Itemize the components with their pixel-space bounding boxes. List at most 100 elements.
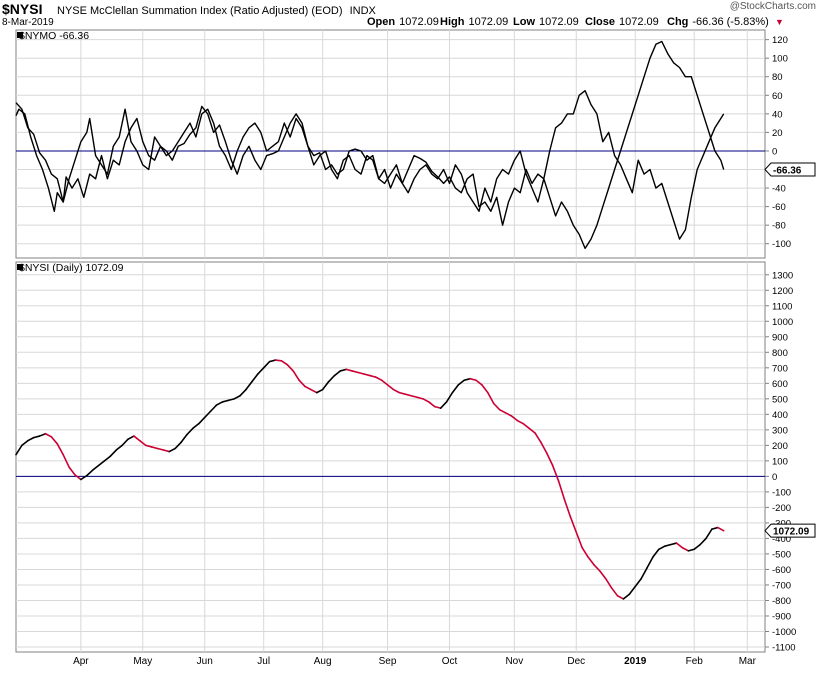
nysi-line-segment bbox=[144, 444, 153, 448]
nysi-line-segment bbox=[333, 370, 342, 377]
nysi-plot-frame bbox=[15, 261, 766, 653]
nysi-line-segment bbox=[599, 570, 607, 580]
nysi-line-segment bbox=[634, 577, 642, 588]
nysi-line-segment bbox=[32, 435, 41, 439]
nysi-line-segment bbox=[74, 474, 82, 481]
nymo-y-tick-label: -40 bbox=[772, 184, 786, 195]
x-tick-label-apr: Apr bbox=[73, 656, 89, 667]
nysi-line-segment bbox=[274, 359, 283, 362]
nysi-line-segment bbox=[103, 455, 112, 462]
nysi-line-segment bbox=[422, 398, 430, 403]
nysi-label-swatch bbox=[17, 264, 23, 270]
nysi-line-segment bbox=[604, 577, 613, 589]
nysi-y-tick-label: 1100 bbox=[772, 301, 792, 312]
nysi-line-segment bbox=[616, 595, 625, 600]
nysi-y-tick-label: 500 bbox=[772, 394, 788, 405]
ohlc-label: Low bbox=[513, 16, 535, 28]
nysi-line-segment bbox=[91, 464, 100, 471]
nysi-line-segment bbox=[551, 464, 560, 482]
chart-header: $NYSI NYSE McClellan Summation Index (Ra… bbox=[2, 1, 816, 28]
x-axis: Apr May Jun Jul Aug Sep Oct Nov Dec 2019 Feb Mar bbox=[73, 656, 756, 667]
ohlc-item-chg: Chg -66.36 (-5.83%) bbox=[667, 16, 769, 28]
nysi-line-segment bbox=[156, 447, 165, 451]
nymo-y-tick-label: 100 bbox=[772, 54, 788, 65]
x-tick-label-jul: Jul bbox=[257, 656, 270, 667]
nysi-line-segment bbox=[280, 360, 289, 366]
nymo-y-tick-label: 80 bbox=[772, 72, 783, 83]
nysi-line-segment bbox=[233, 394, 241, 400]
watermark-text: @StockCharts.com bbox=[730, 1, 816, 12]
nysi-y-tick-label: -1100 bbox=[772, 643, 796, 654]
nysi-y-tick-label: -700 bbox=[772, 580, 791, 591]
ohlc-value: 1072.09 bbox=[468, 16, 508, 28]
nysi-line-segment bbox=[516, 419, 524, 425]
nysi-line-segment bbox=[492, 402, 501, 411]
nysi-line-segment bbox=[569, 515, 578, 534]
nysi-line-segment bbox=[262, 360, 271, 369]
nysi-line-segment bbox=[186, 427, 194, 436]
nysi-line-segment bbox=[646, 556, 654, 569]
nymo-y-tick-label: 120 bbox=[772, 35, 788, 46]
nysi-line-segment bbox=[245, 380, 253, 391]
nysi-line-segment bbox=[85, 469, 94, 477]
nysi-line-segment bbox=[133, 435, 141, 442]
nysi-line-segment bbox=[209, 404, 218, 413]
nymo-y-tick-label: -60 bbox=[772, 202, 786, 213]
nysi-line-segment bbox=[410, 394, 418, 399]
nysi-line-segment bbox=[174, 441, 182, 450]
ohlc-value: 1072.09 bbox=[539, 16, 579, 28]
nysi-line-segment bbox=[540, 441, 548, 454]
nysi-line-segment bbox=[528, 427, 536, 434]
nysi-y-tick-label: 800 bbox=[772, 348, 788, 359]
nysi-line-segment bbox=[109, 449, 118, 458]
nysi-y-tick-label: -500 bbox=[772, 549, 791, 560]
ohlc-value: 1072.09 bbox=[619, 16, 659, 28]
x-tick-label-dec: Dec bbox=[567, 656, 585, 667]
nysi-line-segment bbox=[292, 370, 300, 382]
nysi-line-segment bbox=[587, 556, 595, 566]
nysi-last-value-label: 1072.09 bbox=[773, 526, 810, 537]
nysi-panel: 1300120011001000900800700600500400300200… bbox=[15, 261, 816, 654]
nysi-line-segment bbox=[369, 374, 377, 378]
description-text: NYSE McClellan Summation Index (Ratio Ad… bbox=[57, 5, 377, 17]
nysi-line-segment bbox=[38, 432, 47, 437]
nysi-line-segment bbox=[593, 563, 601, 572]
ohlc-item-close: Close 1072.09 bbox=[585, 16, 659, 28]
nysi-line-segment bbox=[298, 379, 306, 388]
nymo-y-tick-label: 60 bbox=[772, 91, 783, 102]
nysi-y-tick-label: 1300 bbox=[772, 270, 793, 281]
nysi-line-segment bbox=[534, 432, 542, 444]
nysi-line-segment bbox=[227, 398, 236, 402]
nysi-line-segment bbox=[557, 480, 566, 501]
nysi-line-segment bbox=[563, 498, 572, 518]
nysi-line-segment bbox=[115, 444, 123, 451]
ohlc-value: -66.36 (-5.83%) bbox=[692, 16, 768, 28]
nysi-line-segment bbox=[221, 399, 230, 403]
x-tick-label-jun: Jun bbox=[197, 656, 213, 667]
nysi-line-segment bbox=[15, 444, 23, 456]
nysi-line-segment bbox=[705, 528, 713, 540]
x-tick-label-may: May bbox=[133, 656, 152, 667]
nysi-line-segment bbox=[327, 374, 336, 383]
nysi-y-tick-label: 1000 bbox=[772, 317, 793, 328]
nymo-series-line-1 bbox=[15, 40, 725, 250]
nysi-line-segment bbox=[62, 453, 70, 468]
nysi-line-segment bbox=[640, 567, 648, 580]
date-text: 8-Mar-2019 bbox=[2, 17, 54, 28]
nysi-line-segment bbox=[268, 359, 277, 363]
nysi-line-segment bbox=[404, 393, 412, 397]
nysi-line-segment bbox=[717, 526, 725, 532]
symbol-text: $NYSI bbox=[2, 1, 42, 17]
nysi-panel-label: $NYSI (Daily) 1072.09 bbox=[19, 262, 124, 274]
nysi-line-segment bbox=[699, 537, 707, 546]
nysi-line-segment bbox=[257, 367, 265, 375]
nymo-label-swatch bbox=[17, 32, 23, 38]
nysi-y-tick-label: -200 bbox=[772, 503, 791, 514]
ohlc-label: Close bbox=[585, 16, 615, 28]
nysi-line-segment bbox=[581, 546, 589, 558]
nysi-line-segment bbox=[180, 433, 188, 444]
nysi-line-segment bbox=[669, 542, 678, 546]
nysi-line-segment bbox=[286, 363, 294, 372]
